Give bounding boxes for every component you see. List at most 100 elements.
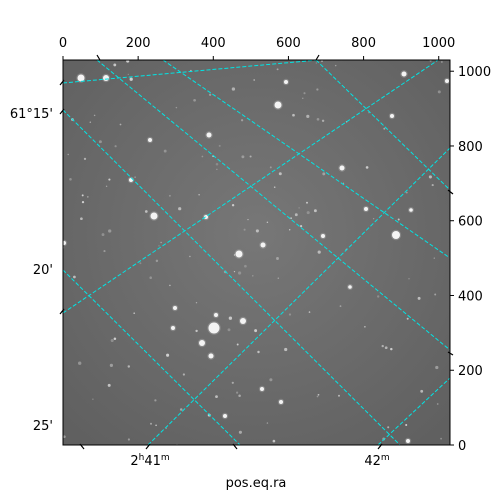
star <box>392 231 400 239</box>
faint-star <box>113 337 117 340</box>
right-tick-label: 200 <box>458 364 483 379</box>
faint-star <box>83 157 87 161</box>
ra-tick-mark <box>447 189 454 195</box>
faint-star <box>155 424 157 427</box>
faint-star <box>63 435 66 438</box>
faint-star <box>342 182 345 184</box>
right-tick-label: 1000 <box>458 65 491 80</box>
faint-star <box>437 90 441 94</box>
top-tick-label: 0 <box>59 36 67 51</box>
faint-star <box>236 343 239 346</box>
faint-star <box>257 350 260 354</box>
faint-star <box>317 393 320 396</box>
wcs-grid-line <box>63 109 401 445</box>
faint-star <box>103 250 106 253</box>
faint-star <box>144 210 148 213</box>
ra-tick-mark <box>315 54 320 61</box>
faint-star <box>236 391 239 394</box>
star <box>148 138 152 142</box>
star <box>279 400 283 404</box>
star <box>409 208 413 212</box>
faint-star <box>154 399 157 402</box>
faint-star <box>298 207 300 209</box>
star <box>199 340 205 346</box>
ra-tick-label: 2h41m <box>130 453 169 469</box>
faint-star <box>198 194 200 196</box>
faint-star <box>227 328 231 332</box>
star <box>274 101 282 109</box>
faint-star <box>81 200 85 204</box>
star <box>401 71 407 77</box>
faint-star <box>434 293 437 296</box>
faint-star <box>134 176 136 178</box>
faint-star <box>436 403 439 405</box>
faint-star <box>216 168 218 170</box>
star <box>206 132 212 138</box>
faint-star <box>383 127 386 130</box>
left-dec-axis: 61°15' 20' 25' <box>10 79 65 434</box>
dec-tick-label: 20' <box>33 263 53 278</box>
faint-star <box>78 361 82 365</box>
faint-star <box>238 271 242 275</box>
star <box>406 439 410 443</box>
faint-star <box>364 325 366 328</box>
star <box>260 387 264 391</box>
dec-tick-mark <box>59 79 65 86</box>
faint-star <box>255 229 259 233</box>
faint-star <box>313 209 317 213</box>
wcs-grid-line <box>315 60 450 191</box>
faint-star <box>387 426 390 429</box>
faint-star <box>178 207 182 211</box>
faint-star <box>108 229 112 233</box>
faint-star <box>269 166 272 169</box>
faint-star <box>105 185 108 188</box>
ra-tick-mark <box>447 351 454 356</box>
faint-star <box>306 201 308 204</box>
faint-star <box>231 381 234 384</box>
faint-star <box>420 389 424 393</box>
ra-tick-mark <box>79 443 85 450</box>
faint-star <box>129 77 133 81</box>
ra-tick-mark <box>145 443 151 450</box>
faint-star <box>290 217 293 220</box>
faint-star <box>127 365 131 368</box>
faint-star <box>334 64 337 67</box>
faint-star <box>114 145 117 148</box>
faint-star <box>253 79 256 81</box>
faint-star <box>316 395 319 398</box>
faint-star <box>294 213 298 217</box>
star <box>260 242 266 248</box>
faint-star <box>182 373 186 376</box>
faint-star <box>195 329 198 333</box>
faint-star <box>440 437 442 440</box>
top-pixel-axis: 0 200 400 600 800 1000 <box>59 36 455 60</box>
faint-star <box>384 346 388 350</box>
faint-star <box>150 422 152 425</box>
faint-star <box>266 422 269 424</box>
faint-star <box>338 394 340 397</box>
faint-star <box>289 229 291 231</box>
faint-star <box>208 93 212 96</box>
wcs-grid-line <box>63 269 241 445</box>
ra-tick-mark <box>377 443 383 450</box>
faint-star <box>86 196 89 198</box>
faint-star <box>233 254 236 256</box>
faint-star <box>240 119 244 122</box>
star <box>208 322 220 334</box>
faint-star <box>269 378 273 382</box>
faint-star <box>276 257 279 260</box>
wcs-grid <box>63 60 450 445</box>
faint-star <box>241 155 245 159</box>
faint-star <box>127 73 129 76</box>
faint-star <box>160 241 162 244</box>
faint-star <box>292 113 295 117</box>
faint-star <box>302 97 304 100</box>
faint-star <box>372 218 375 220</box>
faint-star <box>243 228 246 231</box>
faint-star <box>193 98 196 102</box>
right-tick-label: 0 <box>458 439 466 454</box>
star <box>204 215 208 219</box>
star <box>348 285 352 289</box>
faint-star <box>215 395 218 398</box>
faint-star <box>175 106 178 109</box>
